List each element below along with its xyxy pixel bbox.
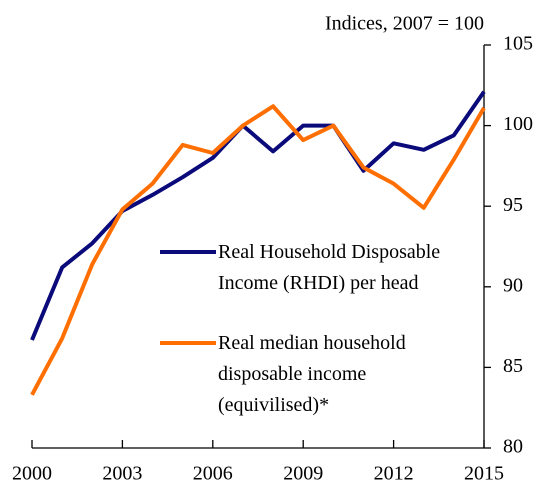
y-tick-label: 90 [503, 274, 523, 296]
series-line [30, 104, 486, 396]
y-tick-label: 80 [503, 436, 523, 458]
y-tick-label: 105 [503, 33, 533, 55]
legend-label: Real median household disposable income … [218, 332, 406, 416]
x-tick-label: 2012 [374, 463, 414, 485]
x-tick-label: 2015 [464, 463, 504, 485]
x-tick-label: 2006 [193, 463, 233, 485]
y-tick-label: 95 [503, 194, 523, 216]
legend-label: Real Household Disposable Income (RHDI) … [218, 241, 441, 294]
x-tick-label: 2000 [12, 463, 52, 485]
axis-label: Indices, 2007 = 100 [325, 13, 484, 35]
x-tick-label: 2009 [283, 463, 323, 485]
y-tick-label: 85 [503, 355, 523, 377]
x-tick-label: 2003 [102, 463, 142, 485]
series-line [30, 90, 486, 341]
y-tick-label: 100 [503, 113, 533, 135]
